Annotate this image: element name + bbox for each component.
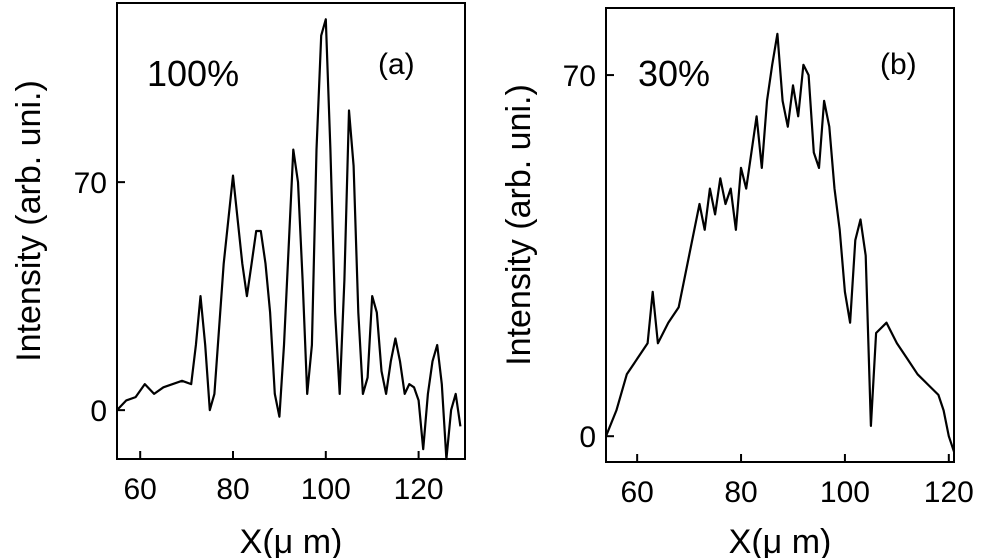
annotation-percent: 30%: [638, 53, 710, 94]
panel-label: (b): [880, 48, 917, 81]
plot-frame: [605, 7, 955, 463]
plot-frame: [116, 2, 466, 460]
x-tick-label: 120: [394, 473, 444, 506]
y-tick-label: 0: [579, 421, 596, 454]
series-line: [116, 18, 462, 461]
y-tick-label: 0: [90, 395, 107, 428]
x-tick-label: 60: [124, 473, 157, 506]
x-tick-label: 60: [620, 476, 653, 509]
x-tick-label: 80: [724, 476, 757, 509]
y-tick-label: 70: [563, 60, 596, 93]
x-tick-label: 100: [820, 476, 870, 509]
x-tick-label: 100: [301, 473, 351, 506]
x-axis-label: X(μ m): [240, 523, 343, 558]
annotation-percent: 100%: [147, 53, 239, 94]
x-tick-label: 120: [924, 476, 974, 509]
x-tick-label: 80: [216, 473, 249, 506]
y-axis-label: Intensity (arb. uni.): [500, 84, 538, 366]
x-axis-label: X(μ m): [729, 523, 832, 558]
y-tick-label: 70: [74, 167, 107, 200]
y-axis-label: Intensity (arb. uni.): [10, 80, 48, 362]
panel-b: 60 80 100 120 0 70 X(μ m) Intensity (arb. uni.)…: [500, 7, 974, 558]
series-line: [604, 32, 956, 453]
panel-label: (a): [378, 48, 415, 81]
panel-a: 60 80 100 120 0 70 X(μ m) Intensity (arb. uni.)…: [10, 2, 466, 558]
